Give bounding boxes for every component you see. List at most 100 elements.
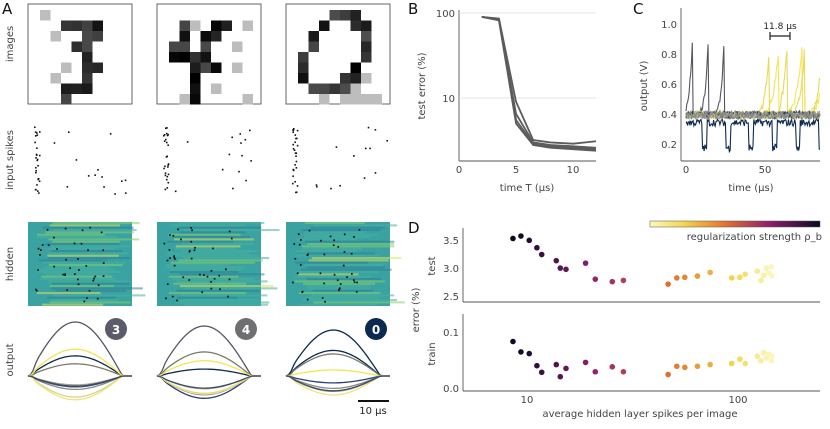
digit-pixel xyxy=(211,31,222,42)
d-point-test xyxy=(665,281,671,287)
d-point-train xyxy=(728,360,735,367)
hidden-spike xyxy=(213,277,216,280)
hidden-heatmap-row xyxy=(313,224,398,227)
hidden-heatmap-row xyxy=(296,238,357,241)
hidden-spike xyxy=(297,233,300,236)
input-spike xyxy=(101,176,103,178)
hidden-heatmap-row xyxy=(184,303,269,306)
hidden-heatmap-row xyxy=(167,240,234,243)
hidden-heatmap-row xyxy=(295,250,358,253)
output-traces xyxy=(27,321,390,401)
hidden-heatmap-row xyxy=(311,294,395,297)
input-spike xyxy=(38,192,40,194)
input-spike xyxy=(36,147,38,149)
hidden-spike xyxy=(169,257,171,260)
hidden-spike xyxy=(190,226,192,229)
hidden-heatmap-row xyxy=(176,289,260,292)
input-spike xyxy=(296,144,299,147)
d-point-test xyxy=(769,273,775,279)
input-spike xyxy=(364,147,367,150)
d-point-test xyxy=(538,251,545,258)
hidden-heatmap-row xyxy=(173,282,247,285)
input-spike xyxy=(103,186,105,188)
input-spike xyxy=(165,132,168,135)
hidden-spike xyxy=(177,228,179,231)
digit-pixel xyxy=(319,20,330,31)
hidden-heatmap-row xyxy=(48,238,140,241)
row-label-images: images xyxy=(5,26,16,62)
hidden-heatmap-row xyxy=(168,292,246,295)
hidden-heatmap-row xyxy=(301,229,381,232)
input-spike xyxy=(250,160,252,162)
input-spike xyxy=(34,126,36,129)
hidden-spike xyxy=(329,235,332,238)
input-spike xyxy=(66,186,69,188)
input-spike xyxy=(120,180,123,183)
digit-pixels xyxy=(40,10,382,105)
hidden-spike xyxy=(227,295,229,298)
hidden-spike xyxy=(346,276,348,278)
digit-pixel xyxy=(329,10,340,21)
d-xtick-10: 10 xyxy=(521,395,534,406)
input-spike xyxy=(174,190,177,193)
hidden-spike xyxy=(210,280,212,283)
digit-pixel xyxy=(179,31,190,42)
hidden-spike xyxy=(166,283,169,286)
digit-pixel-faint xyxy=(242,20,253,31)
d-point-train xyxy=(563,365,569,372)
hidden-heatmap-row xyxy=(294,254,380,257)
c-x-axis-label: time (µs) xyxy=(728,183,773,194)
input-spike xyxy=(167,181,170,184)
digit-pixel xyxy=(298,73,309,84)
digit-pixel-faint xyxy=(232,62,243,73)
digit-pixel-faint xyxy=(61,62,72,73)
hidden-heatmap-row xyxy=(51,250,123,253)
hidden-heatmap-row xyxy=(42,226,134,229)
hidden-spike xyxy=(47,244,50,247)
digit-pixel-faint xyxy=(350,94,361,105)
digit-pixel xyxy=(71,20,82,31)
input-spike xyxy=(293,169,295,172)
hidden-spike xyxy=(193,249,196,252)
digit-pixel-faint xyxy=(190,20,201,31)
c-series-line xyxy=(685,109,821,121)
output-trace xyxy=(27,348,132,377)
colorbar xyxy=(649,220,821,228)
input-spike xyxy=(292,175,294,178)
input-spike xyxy=(238,170,240,173)
digit-pixel xyxy=(190,62,201,73)
scale-bar-label: 10 µs xyxy=(359,406,386,417)
hidden-spike xyxy=(64,227,67,230)
hidden-spike xyxy=(53,236,55,239)
input-spike xyxy=(166,127,168,129)
hidden-heatmap-row xyxy=(304,222,365,225)
hidden-spike xyxy=(355,290,358,293)
input-spike xyxy=(221,168,224,171)
digit-pixel-faint xyxy=(50,73,61,84)
hidden-spike xyxy=(308,229,311,232)
hidden-spike xyxy=(81,229,84,232)
d-point-train xyxy=(681,364,688,371)
input-spike xyxy=(292,129,295,132)
b-y-axis-label: test error (%) xyxy=(417,52,428,119)
input-spike xyxy=(166,155,169,158)
c-ytick-0.8: 0.8 xyxy=(661,50,677,61)
c-ytick-0.2: 0.2 xyxy=(661,140,677,151)
hidden-heatmap-row xyxy=(37,271,121,274)
digit-pixel xyxy=(82,31,93,42)
digit-pixel xyxy=(361,52,372,63)
d-point-train xyxy=(553,361,560,368)
hidden-spike xyxy=(324,300,326,303)
digit-pixel xyxy=(308,41,319,52)
hidden-heatmap-row xyxy=(166,266,245,269)
hidden-spike xyxy=(77,258,79,260)
hidden-spike xyxy=(319,272,322,275)
hidden-heatmap-row xyxy=(52,222,140,225)
d-point-test xyxy=(553,257,560,264)
b-series-line xyxy=(481,16,597,151)
c-period-label: 11.8 µs xyxy=(763,22,797,32)
hidden-spike xyxy=(188,250,191,253)
digit-pixel xyxy=(319,83,330,94)
hidden-spike xyxy=(87,249,89,252)
hidden-spike xyxy=(83,300,86,303)
